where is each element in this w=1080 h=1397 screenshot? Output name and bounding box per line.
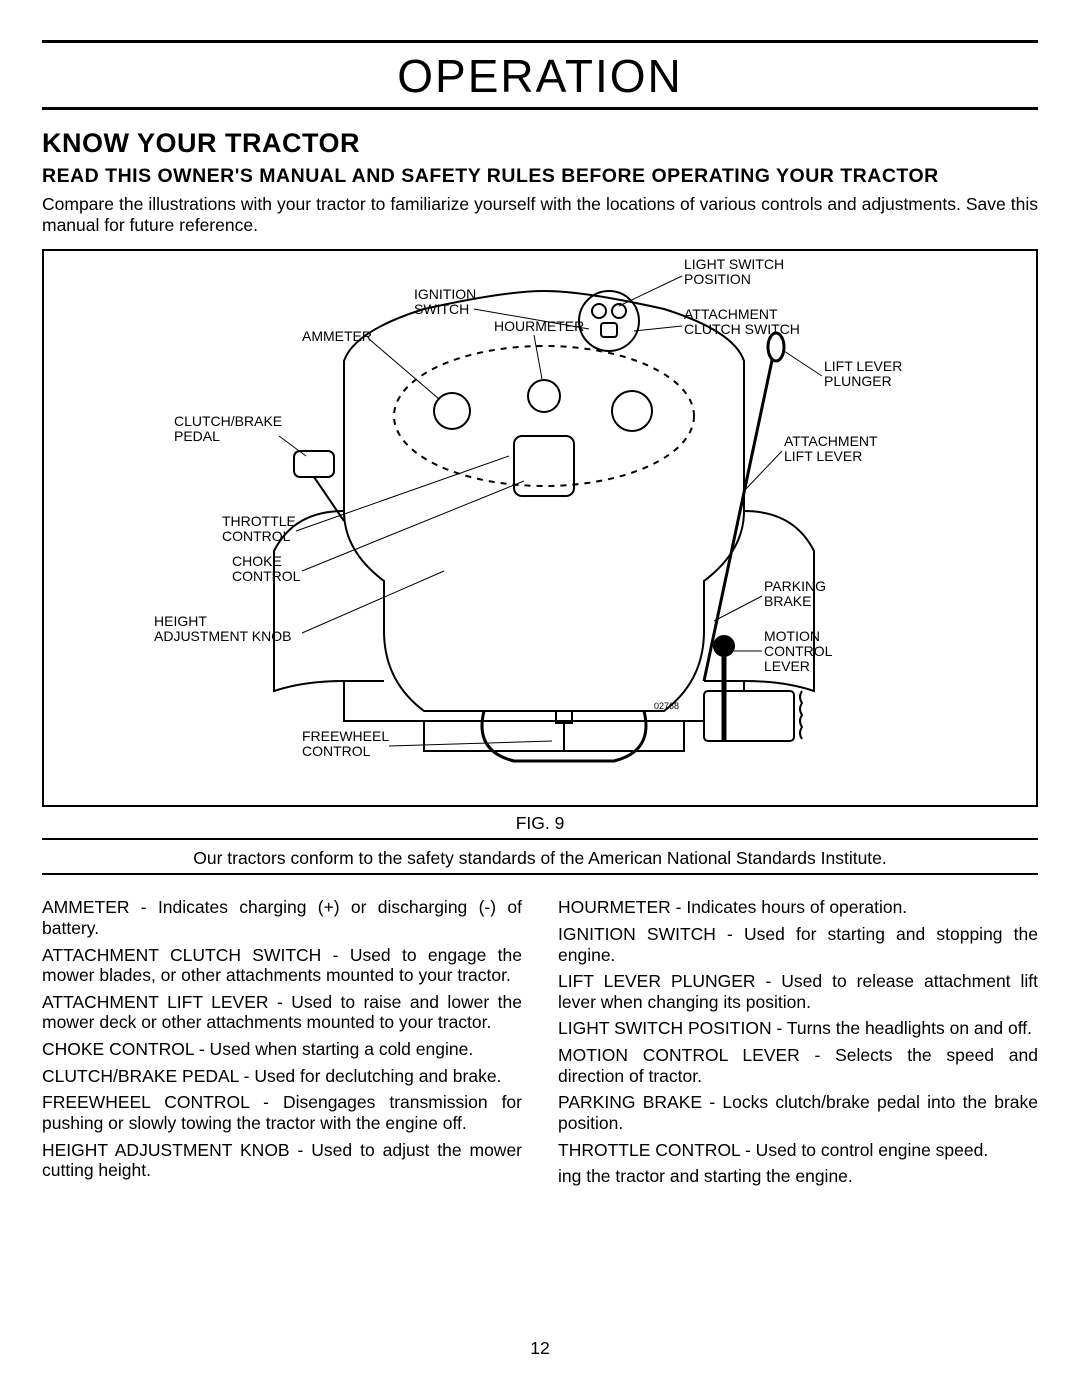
svg-text:BRAKE: BRAKE [764, 593, 811, 609]
diagram-part-number: 02768 [654, 701, 679, 711]
svg-text:LIGHT SWITCH: LIGHT SWITCH [684, 256, 784, 272]
def-ignition: IGNITION SWITCH - Used for starting and … [558, 924, 1038, 965]
page-title: OPERATION [42, 49, 1038, 103]
svg-text:ATTACHMENT: ATTACHMENT [684, 306, 778, 322]
svg-text:ATTACHMENT: ATTACHMENT [784, 433, 878, 449]
svg-text:CHOKE: CHOKE [232, 553, 282, 569]
figure-caption: FIG. 9 [42, 813, 1038, 834]
mid-rule-1 [42, 838, 1038, 840]
svg-text:PEDAL: PEDAL [174, 428, 220, 444]
def-motion-control: MOTION CONTROL LEVER - Selects the speed… [558, 1045, 1038, 1086]
intro-text: Compare the illustrations with your trac… [42, 194, 1038, 235]
def-choke: CHOKE CONTROL - Used when starting a col… [42, 1039, 522, 1060]
svg-text:LIFT LEVER: LIFT LEVER [824, 358, 902, 374]
svg-text:HOURMETER: HOURMETER [494, 318, 584, 334]
def-hourmeter: HOURMETER - Indicates hours of operation… [558, 897, 1038, 918]
svg-text:FREEWHEEL: FREEWHEEL [302, 728, 389, 744]
sub-title: READ THIS OWNER'S MANUAL AND SAFETY RULE… [42, 165, 1038, 188]
def-freewheel: FREEWHEEL CONTROL - Disengages transmiss… [42, 1092, 522, 1133]
def-light-switch: LIGHT SWITCH POSITION - Turns the headli… [558, 1018, 1038, 1039]
svg-text:PLUNGER: PLUNGER [824, 373, 892, 389]
svg-text:CONTROL: CONTROL [764, 643, 833, 659]
conformance-text: Our tractors conform to the safety stand… [42, 848, 1038, 869]
svg-text:CONTROL: CONTROL [302, 743, 371, 759]
svg-text:ADJUSTMENT KNOB: ADJUSTMENT KNOB [154, 628, 291, 644]
svg-text:PARKING: PARKING [764, 578, 826, 594]
svg-text:CONTROL: CONTROL [232, 568, 301, 584]
section-title: KNOW YOUR TRACTOR [42, 128, 1038, 159]
def-clutch-brake: CLUTCH/BRAKE PEDAL - Used for declutchin… [42, 1066, 522, 1087]
left-column: AMMETER - Indicates charging (+) or disc… [42, 897, 522, 1193]
def-attachment-clutch: ATTACHMENT CLUTCH SWITCH - Used to engag… [42, 945, 522, 986]
def-ammeter: AMMETER - Indicates charging (+) or disc… [42, 897, 522, 938]
tractor-diagram: 02768 LIGHT SWITCH POSITION IGNITION SWI… [44, 251, 1036, 805]
svg-text:THROTTLE: THROTTLE [222, 513, 296, 529]
def-attachment-lift: ATTACHMENT LIFT LEVER - Used to raise an… [42, 992, 522, 1033]
svg-text:CLUTCH SWITCH: CLUTCH SWITCH [684, 321, 800, 337]
page-number: 12 [0, 1338, 1080, 1359]
svg-text:AMMETER: AMMETER [302, 328, 372, 344]
def-height-knob: HEIGHT ADJUSTMENT KNOB - Used to adjust … [42, 1140, 522, 1181]
svg-text:MOTION: MOTION [764, 628, 820, 644]
mid-rule-2 [42, 873, 1038, 875]
svg-text:CLUTCH/BRAKE: CLUTCH/BRAKE [174, 413, 282, 429]
right-column: HOURMETER - Indicates hours of operation… [558, 897, 1038, 1193]
def-parking-brake: PARKING BRAKE - Locks clutch/brake pedal… [558, 1092, 1038, 1133]
def-throttle: THROTTLE CONTROL - Used to control engin… [558, 1140, 1038, 1161]
def-fragment: ing the tractor and starting the engine. [558, 1166, 1038, 1187]
top-rule [42, 40, 1038, 43]
diagram-frame: 02768 LIGHT SWITCH POSITION IGNITION SWI… [42, 249, 1038, 807]
svg-text:HEIGHT: HEIGHT [154, 613, 207, 629]
svg-text:IGNITION: IGNITION [414, 286, 476, 302]
svg-text:LEVER: LEVER [764, 658, 810, 674]
svg-text:LIFT LEVER: LIFT LEVER [784, 448, 862, 464]
svg-text:POSITION: POSITION [684, 271, 751, 287]
definitions-columns: AMMETER - Indicates charging (+) or disc… [42, 897, 1038, 1193]
title-underline [42, 107, 1038, 110]
svg-text:SWITCH: SWITCH [414, 301, 469, 317]
svg-text:CONTROL: CONTROL [222, 528, 291, 544]
def-lift-plunger: LIFT LEVER PLUNGER - Used to release att… [558, 971, 1038, 1012]
